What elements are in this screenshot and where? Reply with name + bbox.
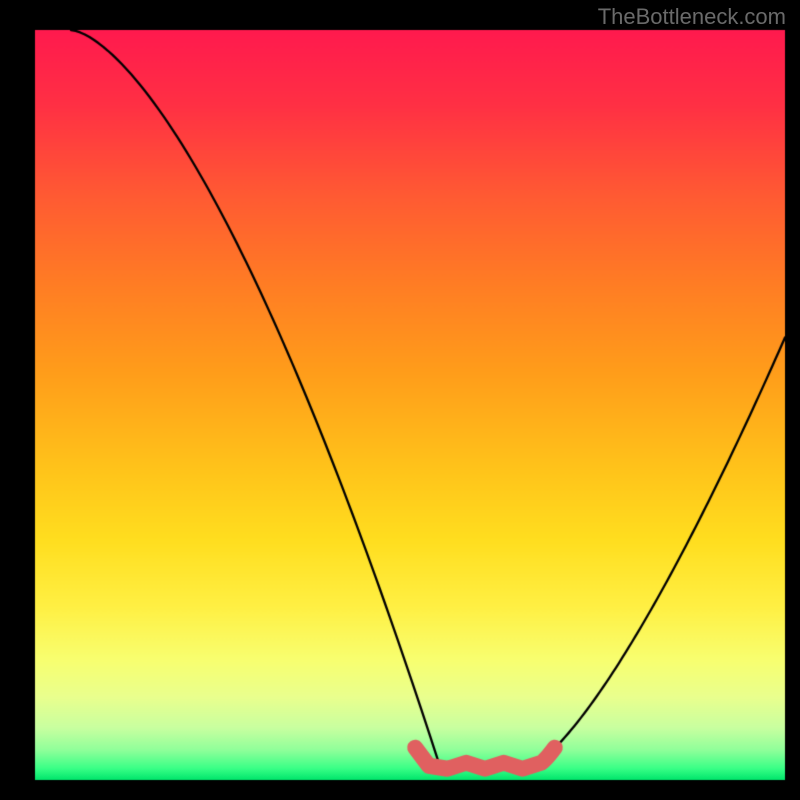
bottleneck-chart (0, 0, 800, 800)
watermark-text: TheBottleneck.com (598, 4, 786, 30)
